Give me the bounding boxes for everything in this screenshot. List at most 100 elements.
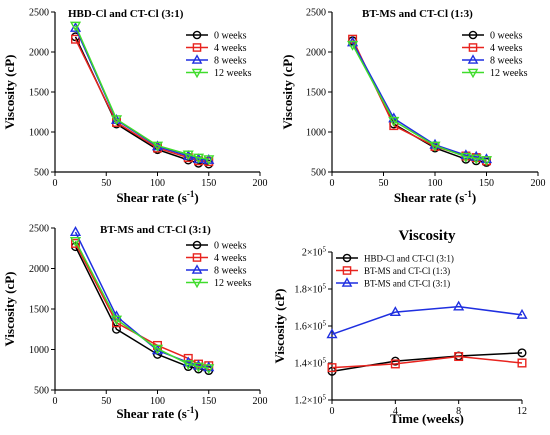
series-line	[351, 38, 487, 162]
x-tick-label: 0	[330, 406, 335, 417]
x-axis-label-end: )	[472, 190, 476, 205]
data-point	[460, 152, 472, 163]
legend-label: 12 weeks	[214, 278, 252, 289]
x-tick-label: 150	[201, 178, 216, 189]
y-tick-mantissa: 1.8×10	[294, 285, 322, 296]
x-tick-label: 8	[456, 406, 461, 417]
x-tick-label: 100	[428, 178, 443, 189]
legend-marker	[342, 253, 352, 263]
y-tick-mantissa: 1.6×10	[294, 322, 322, 333]
series-line	[74, 243, 209, 367]
legend-label: 12 weeks	[214, 68, 252, 79]
x-tick-label: 150	[479, 178, 494, 189]
y-tick-label: 500	[311, 168, 326, 179]
x-axis-label-end: )	[194, 190, 198, 205]
series-3	[69, 226, 215, 372]
y-tick-label: 1000	[306, 128, 326, 139]
series-2	[327, 352, 527, 373]
legend-label: 0 weeks	[214, 31, 247, 42]
legend-label: 4 weeks	[214, 253, 247, 264]
y-tick-label: 2000	[306, 48, 326, 59]
y-tick-mantissa: 1.2×10	[294, 396, 322, 407]
legend-marker	[468, 43, 478, 52]
series-3	[347, 36, 493, 164]
x-axis-label-sup: -1	[464, 189, 472, 199]
data-point	[453, 300, 465, 311]
chart-title: BT-MS and CT-Cl (3:1)	[100, 224, 211, 236]
legend-marker	[467, 54, 479, 64]
y-tick-label: 2500	[29, 8, 49, 19]
x-tick-label: 200	[253, 178, 268, 189]
x-axis-label: Shear rate (s-1)	[394, 189, 476, 205]
y-tick-mantissa: 1.4×10	[294, 359, 322, 370]
series-2	[70, 238, 214, 371]
data-point	[192, 359, 205, 370]
x-axis-label-end: )	[194, 406, 198, 421]
data-point	[327, 363, 337, 373]
y-tick-label: 500	[34, 386, 49, 397]
data-point	[69, 226, 82, 236]
data-point	[516, 308, 528, 319]
series-line	[74, 246, 209, 372]
data-point	[182, 150, 194, 161]
series-1	[70, 32, 214, 169]
y-tick-label: 2000	[29, 264, 49, 275]
chart-panel-3: 0 50 100 150 200 500 1000 1500 2000 2500 Viscosity…	[2, 224, 268, 422]
y-tick-label: 1500	[29, 88, 49, 99]
y-axis-label: Viscosity (cP)	[272, 289, 287, 364]
data-point	[390, 359, 400, 369]
data-point	[429, 141, 441, 152]
legend-label: BT-MS and CT-Cl (1:3)	[364, 266, 450, 276]
data-point	[110, 315, 123, 326]
series-line	[331, 305, 523, 336]
y-tick-label: 1.4×105	[294, 357, 326, 370]
y-tick-exponent: 5	[323, 246, 327, 254]
chart-panel-1: 0 50 100 150 200 500 1000 1500 2000 2500 Viscosity…	[2, 8, 268, 206]
y-tick-label: 1.6×105	[294, 320, 326, 333]
legend-label: 0 weeks	[214, 241, 247, 252]
data-point	[192, 153, 205, 164]
series-line	[351, 42, 487, 160]
x-axis-label-main: Shear rate (s	[394, 190, 465, 205]
y-tick-label: 2500	[306, 8, 326, 19]
x-axis-label: Time (weeks)	[390, 411, 464, 426]
y-tick-label: 1.8×105	[294, 283, 326, 296]
series-line	[331, 355, 523, 369]
series-4	[69, 21, 215, 166]
series-line	[74, 38, 209, 163]
data-point	[389, 306, 401, 317]
series-3	[69, 22, 215, 164]
x-tick-label: 200	[531, 178, 546, 189]
series-line	[74, 240, 209, 369]
series-4	[347, 40, 493, 166]
x-axis-label-main: Time (weeks)	[390, 411, 464, 426]
series-line	[74, 231, 209, 369]
data-point	[480, 153, 493, 164]
data-point	[151, 141, 164, 152]
y-tick-label: 1500	[29, 305, 49, 316]
y-tick-exponent: 5	[323, 320, 327, 328]
data-point	[470, 154, 482, 165]
legend-marker	[191, 278, 203, 289]
y-tick-label: 500	[34, 168, 49, 179]
legend-marker	[192, 240, 202, 250]
series-3	[326, 300, 528, 339]
legend-marker	[192, 30, 202, 40]
x-axis-label: Shear rate (s-1)	[116, 189, 198, 205]
x-tick-label: 200	[253, 396, 268, 407]
data-point	[70, 34, 80, 44]
y-tick-mantissa: 2×10	[302, 248, 323, 259]
data-point	[182, 360, 194, 371]
x-tick-label: 0	[53, 178, 58, 189]
legend-label: BT-MS and CT-Cl (3:1)	[364, 279, 450, 289]
chart-panel-2: 0 50 100 150 200 500 1000 1500 2000 2500 Viscosity…	[280, 8, 546, 206]
legend-label: 8 weeks	[214, 266, 247, 277]
data-point	[151, 344, 164, 355]
legend-label: 12 weeks	[490, 68, 528, 79]
x-tick-label: 150	[201, 396, 216, 407]
legend-marker	[342, 266, 352, 275]
legend-marker	[192, 43, 202, 52]
legend-label: 0 weeks	[490, 31, 523, 42]
series-line	[351, 40, 487, 164]
